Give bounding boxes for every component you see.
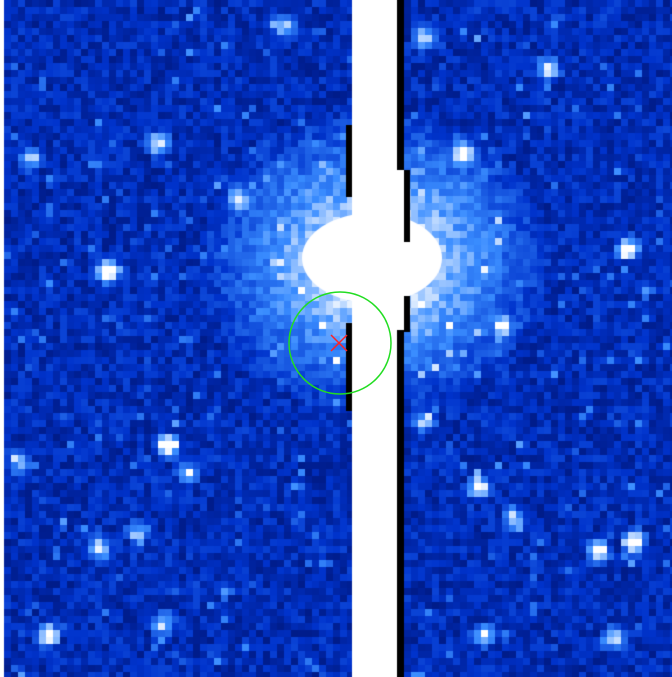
- aperture-circle[interactable]: [288, 291, 392, 395]
- target-x-marker[interactable]: [330, 334, 348, 352]
